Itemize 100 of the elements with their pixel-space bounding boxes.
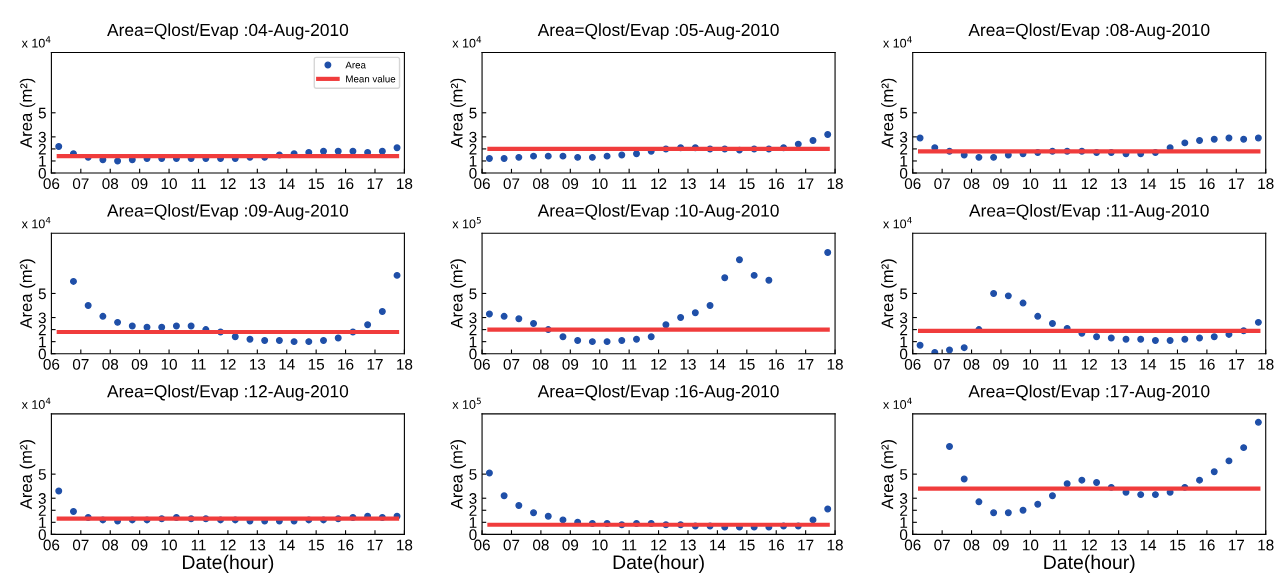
x-tick-label: 17 bbox=[1228, 178, 1245, 189]
x-tick-label: 15 bbox=[308, 178, 325, 190]
x-tick-label: 07 bbox=[503, 178, 520, 190]
x-tick-label: 10 bbox=[161, 539, 177, 551]
x-tick-label: 14 bbox=[710, 539, 726, 551]
x-tick-label: 15 bbox=[739, 178, 755, 190]
x-tick-label: 18 bbox=[827, 358, 843, 370]
x-tick-label: 11 bbox=[191, 539, 206, 551]
x-tick-label: 17 bbox=[367, 539, 383, 551]
x-tick-label: 18 bbox=[397, 178, 413, 190]
y-tick-label: 3 bbox=[469, 312, 477, 324]
x-tick-label: 14 bbox=[1140, 178, 1157, 189]
x-tick-label: 10 bbox=[592, 178, 608, 190]
x-tick-label: 13 bbox=[1111, 178, 1127, 190]
y-tick-label: 1 bbox=[39, 155, 46, 167]
y-tick-label: 5 bbox=[899, 288, 908, 300]
y-tick-label: 5 bbox=[38, 288, 46, 300]
x-tick-label: 12 bbox=[1081, 539, 1097, 551]
y-tick-label: 0 bbox=[469, 167, 477, 179]
text: x 10$^{5}$ bbox=[452, 216, 481, 229]
x-tick-label: 13 bbox=[249, 178, 266, 190]
chart-title: Area=Qlost/Evap :04-Aug-2010 bbox=[107, 23, 349, 40]
x-tick-label: 08 bbox=[963, 178, 980, 190]
x-tick-label: 16 bbox=[1199, 539, 1215, 551]
x-tick-label: 09 bbox=[131, 358, 148, 370]
x-tick-label: 11 bbox=[191, 359, 206, 370]
text: x 10$^{4}$ bbox=[883, 397, 912, 409]
x-tick-label: 11 bbox=[622, 539, 637, 551]
x-tick-label: 07 bbox=[934, 539, 950, 551]
y-tick-label: 3 bbox=[469, 493, 477, 504]
x-tick-label: 14 bbox=[710, 359, 726, 370]
y-tick-label: 3 bbox=[38, 493, 46, 504]
x-tick-label: 12 bbox=[651, 358, 667, 370]
legend-label: Mean value bbox=[346, 75, 396, 83]
x-tick-label: 11 bbox=[622, 178, 637, 189]
y-tick-label: 5 bbox=[38, 469, 46, 480]
y-tick-label: 3 bbox=[38, 312, 46, 324]
y-tick-label: 1 bbox=[469, 517, 477, 528]
x-tick-label: 18 bbox=[827, 539, 843, 551]
y-tick-label: 2 bbox=[469, 143, 477, 155]
text: x 10$^{5}$ bbox=[452, 397, 481, 409]
x-tick-label: 10 bbox=[1023, 178, 1039, 190]
x-tick-label: 06 bbox=[474, 178, 490, 190]
x-tick-label: 18 bbox=[827, 178, 843, 190]
y-tick-label: 2 bbox=[469, 505, 477, 516]
x-tick-label: 16 bbox=[338, 539, 354, 551]
x-tick-label: 11 bbox=[191, 178, 206, 189]
text: x 10$^{4}$ bbox=[21, 36, 51, 48]
x-tick-label: 11 bbox=[1053, 359, 1067, 370]
text: x 10$^{4}$ bbox=[452, 36, 482, 48]
y-tick-label: 3 bbox=[899, 493, 908, 504]
x-tick-label: 08 bbox=[102, 539, 119, 551]
y-tick-label: 5 bbox=[469, 288, 477, 300]
y-tick-label: 0 bbox=[38, 529, 46, 541]
y-tick-label: 2 bbox=[900, 505, 908, 516]
x-tick-label: 11 bbox=[622, 359, 637, 370]
x-tick-label: 06 bbox=[43, 539, 60, 551]
x-tick-label: 15 bbox=[1170, 539, 1186, 551]
x-tick-label: 09 bbox=[993, 539, 1009, 551]
x-tick-label: 09 bbox=[131, 178, 148, 190]
x-tick-label: 15 bbox=[308, 359, 325, 370]
x-tick-label: 17 bbox=[367, 359, 383, 370]
y-tick-label: 1 bbox=[900, 155, 908, 167]
x-tick-label: 07 bbox=[934, 358, 950, 370]
x-tick-label: 10 bbox=[1023, 539, 1039, 551]
x-tick-label: 10 bbox=[592, 358, 608, 370]
y-axis-title: Area (m²) bbox=[450, 439, 466, 510]
x-tick-label: 09 bbox=[562, 178, 579, 190]
x-tick-label: 14 bbox=[279, 359, 295, 370]
y-tick-label: 1 bbox=[39, 517, 46, 528]
x-tick-label: 10 bbox=[161, 178, 177, 190]
x-tick-label: 12 bbox=[220, 178, 236, 189]
x-tick-label: 10 bbox=[1023, 358, 1039, 370]
y-axis-title: Area (m²) bbox=[450, 78, 466, 148]
x-tick-label: 12 bbox=[651, 178, 667, 189]
y-tick-label: 0 bbox=[38, 348, 46, 360]
x-tick-label: 08 bbox=[533, 178, 549, 190]
x-tick-label: 09 bbox=[993, 178, 1009, 190]
chart-title: Area=Qlost/Evap :17-Aug-2010 bbox=[968, 384, 1210, 401]
x-tick-label: 12 bbox=[651, 539, 667, 551]
x-tick-label: 07 bbox=[72, 178, 89, 190]
x-tick-label: 12 bbox=[1081, 358, 1097, 370]
x-tick-label: 08 bbox=[963, 539, 980, 551]
x-tick-label: 11 bbox=[1053, 178, 1067, 189]
x-tick-label: 08 bbox=[102, 178, 119, 190]
y-tick-label: 1 bbox=[900, 336, 908, 348]
x-tick-label: 06 bbox=[904, 178, 921, 190]
chart-title: Area=Qlost/Evap :08-Aug-2010 bbox=[968, 23, 1210, 40]
x-tick-label: 16 bbox=[338, 178, 354, 190]
x-axis-title: Date(hour) bbox=[183, 554, 274, 573]
y-tick-label: 2 bbox=[469, 324, 477, 336]
chart-title: Area=Qlost/Evap :09-Aug-2010 bbox=[107, 203, 349, 221]
x-tick-label: 09 bbox=[562, 539, 579, 551]
y-axis-title: Area (m²) bbox=[881, 259, 897, 329]
x-tick-label: 07 bbox=[934, 178, 950, 190]
x-tick-label: 14 bbox=[1140, 539, 1157, 551]
chart-title: Area=Qlost/Evap :16-Aug-2010 bbox=[537, 384, 779, 401]
x-tick-label: 09 bbox=[131, 539, 148, 551]
y-axis-title: Area (m²) bbox=[450, 259, 466, 329]
y-tick-label: 5 bbox=[38, 107, 46, 119]
